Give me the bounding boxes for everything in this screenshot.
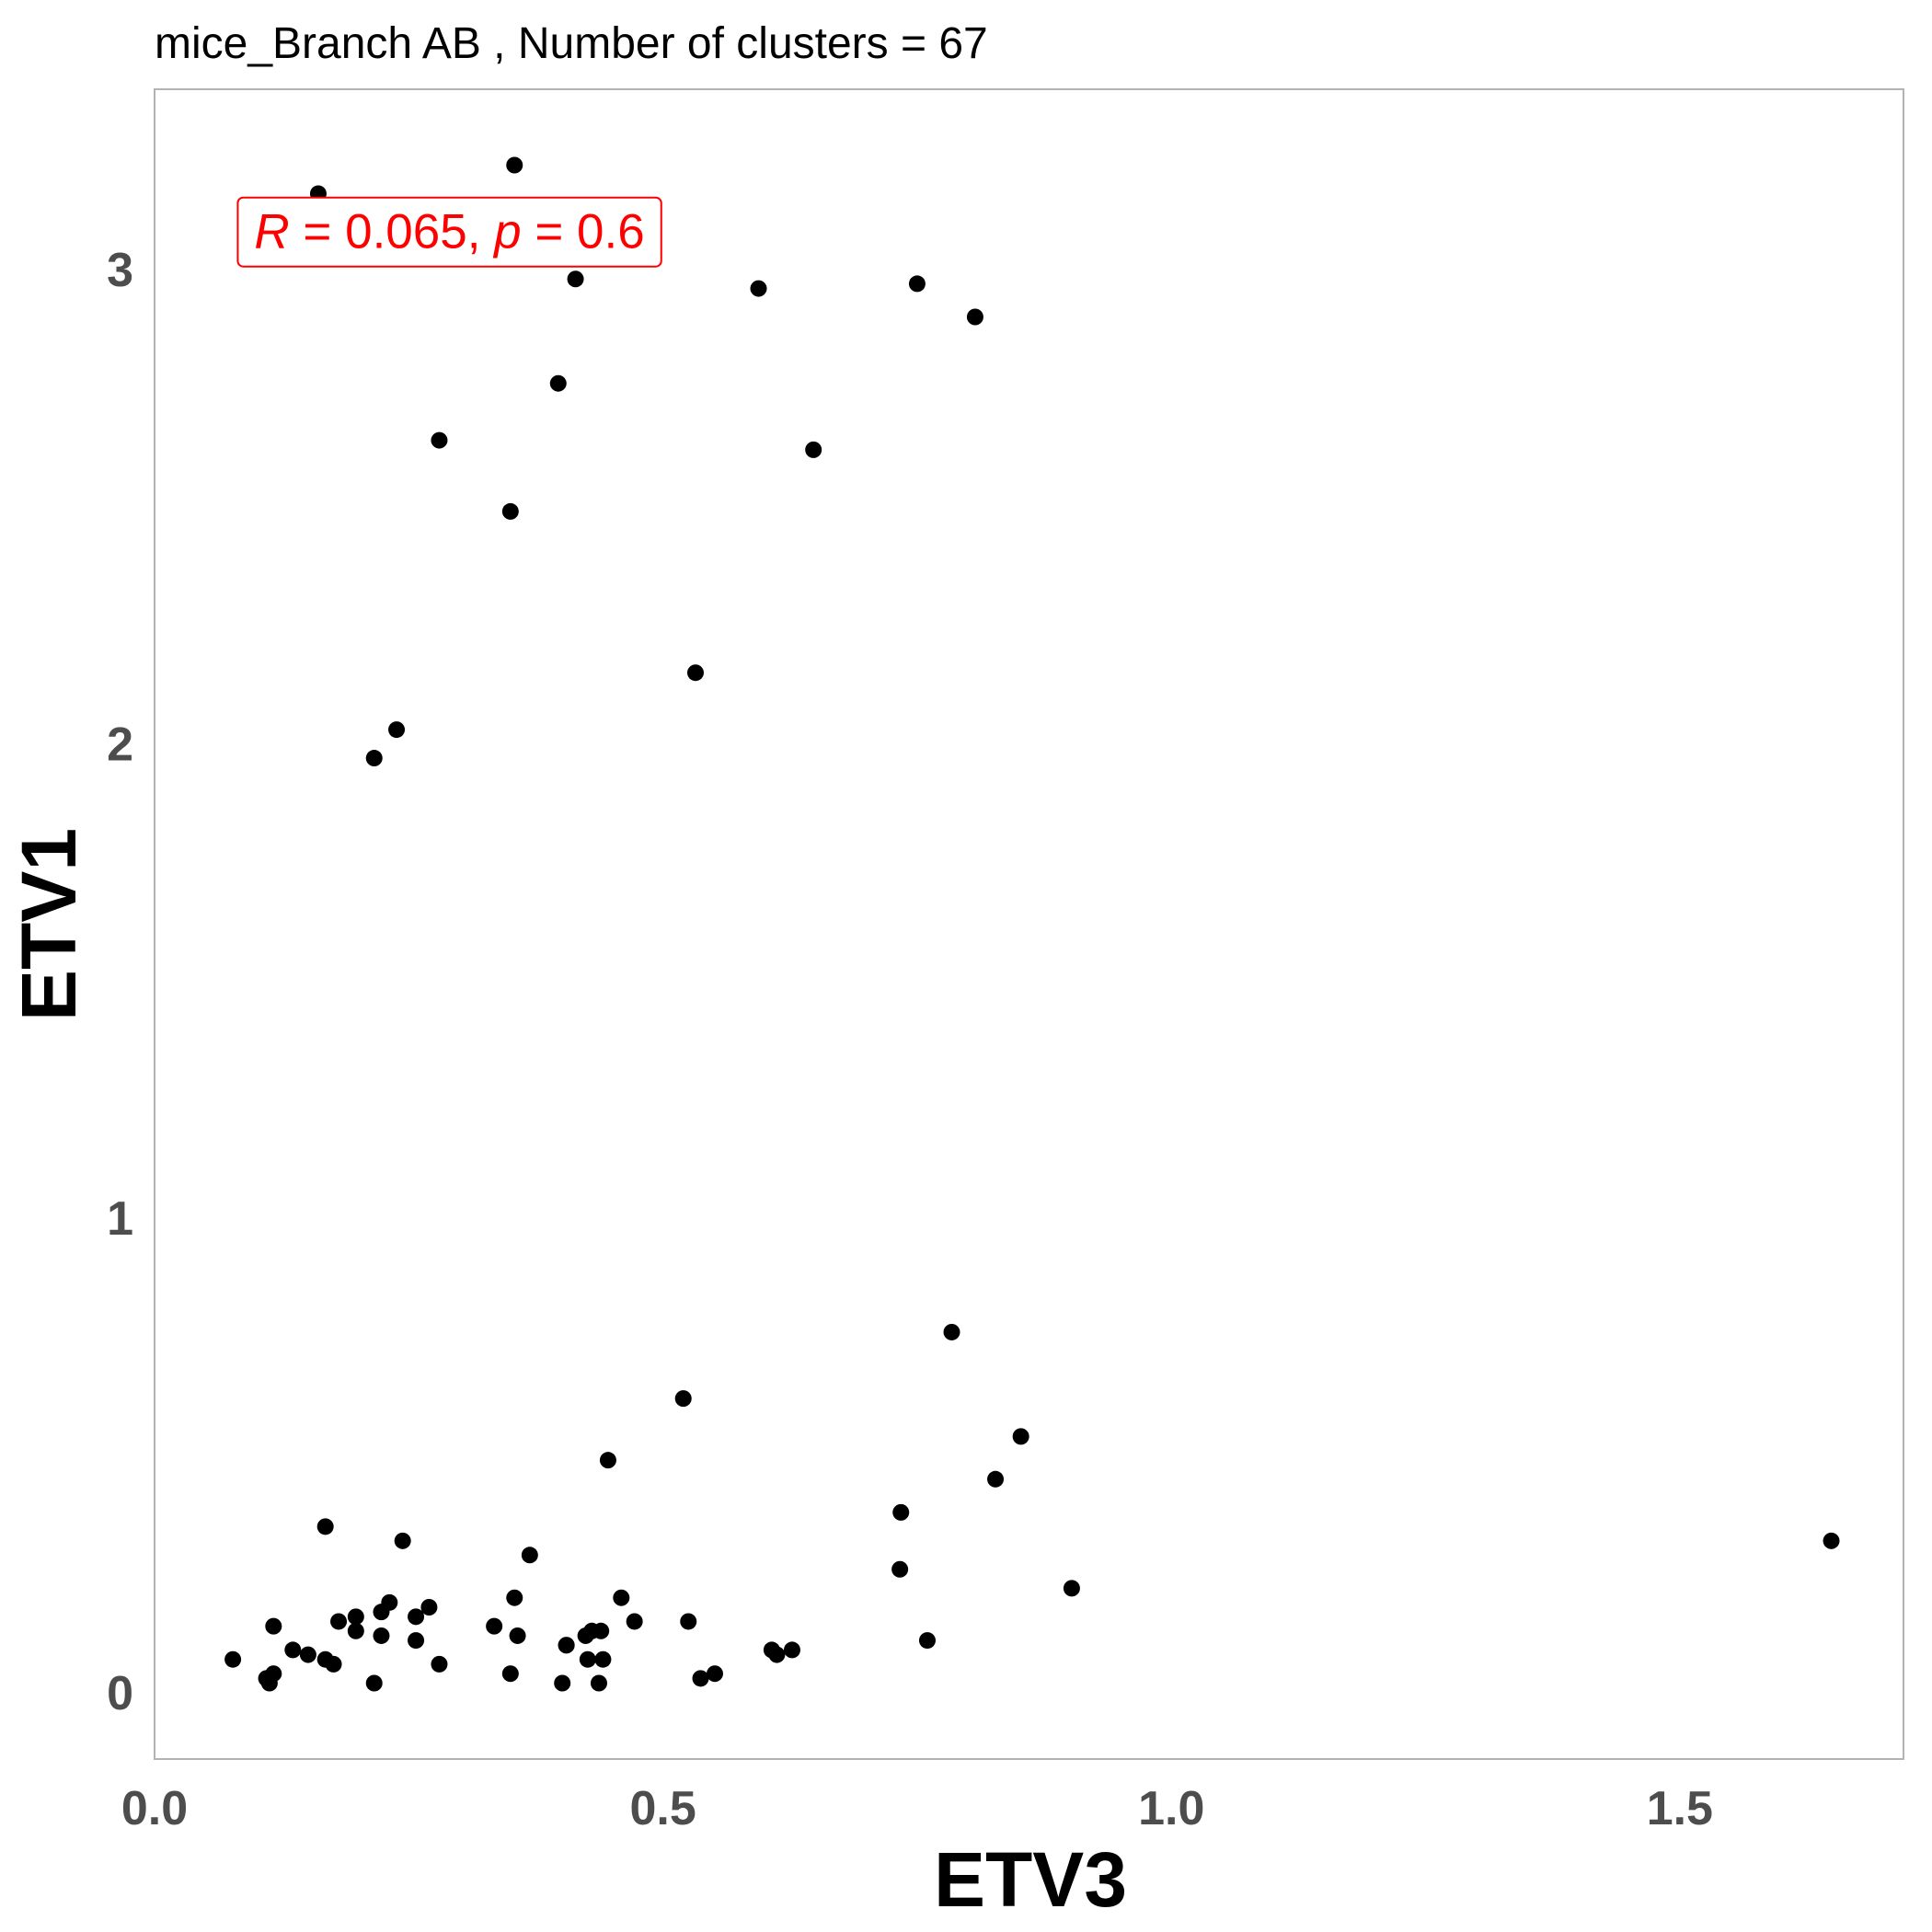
data-point <box>1012 1428 1029 1445</box>
data-point <box>686 664 704 682</box>
data-point <box>1063 1580 1080 1597</box>
data-point <box>594 1650 612 1668</box>
data-point <box>388 721 406 739</box>
data-point <box>373 1627 390 1644</box>
data-point <box>486 1617 503 1635</box>
data-point <box>579 1650 596 1668</box>
data-point <box>626 1613 643 1630</box>
data-point <box>299 1646 316 1663</box>
data-point <box>966 308 983 326</box>
plot-panel <box>154 88 1904 1760</box>
data-point <box>892 1503 910 1521</box>
y-tick-label: 1 <box>107 1192 133 1246</box>
chart-title: mice_Branch AB , Number of clusters = 67 <box>155 19 988 68</box>
data-point <box>420 1599 438 1616</box>
data-point <box>592 1622 610 1639</box>
data-point <box>554 1674 571 1692</box>
data-point <box>599 1452 616 1469</box>
data-point <box>365 750 383 767</box>
r-value: = 0.065, <box>290 205 494 259</box>
data-point <box>750 280 767 297</box>
x-tick-label: 0.5 <box>629 1782 696 1835</box>
y-tick-label: 3 <box>107 244 133 297</box>
y-tick-label: 0 <box>107 1667 133 1720</box>
data-point <box>805 441 822 458</box>
p-value: = 0.6 <box>522 205 645 259</box>
data-point <box>224 1650 242 1668</box>
data-point <box>265 1617 282 1635</box>
data-point <box>373 1604 390 1621</box>
annotation-box <box>236 196 662 268</box>
data-point <box>577 1627 594 1644</box>
data-point <box>549 374 567 392</box>
data-point <box>347 1608 364 1626</box>
data-point <box>1823 1532 1840 1549</box>
data-point <box>394 1532 411 1549</box>
correlation-annotation: R = 0.065, p = 0.6 <box>236 196 662 268</box>
y-tick-label: 2 <box>107 719 133 772</box>
data-point <box>590 1674 607 1692</box>
data-point <box>506 1589 523 1606</box>
data-point <box>509 1627 526 1644</box>
data-point <box>258 1670 275 1687</box>
data-point <box>347 1622 364 1639</box>
data-point <box>706 1665 723 1683</box>
x-tick-label: 1.5 <box>1647 1782 1713 1835</box>
data-point <box>521 1547 538 1564</box>
data-point <box>330 1613 348 1630</box>
data-point <box>680 1613 697 1630</box>
data-points <box>224 156 1840 1692</box>
data-point <box>365 1674 383 1692</box>
data-point <box>501 1665 519 1683</box>
data-point <box>325 1655 342 1673</box>
data-point <box>431 431 448 449</box>
data-point <box>918 1632 936 1650</box>
data-point <box>987 1470 1005 1488</box>
data-point <box>674 1390 692 1408</box>
data-point <box>501 502 519 520</box>
y-axis-title: ETV1 <box>6 828 92 1021</box>
x-tick-label: 0.0 <box>121 1782 188 1835</box>
p-symbol: p <box>492 205 521 259</box>
data-point <box>943 1323 960 1340</box>
data-point <box>768 1646 786 1663</box>
data-point <box>506 156 523 174</box>
r-symbol: R <box>254 205 289 259</box>
data-point <box>431 1655 448 1673</box>
x-axis-ticks: 0.0 0.5 1.0 1.5 <box>121 1782 1713 1835</box>
x-tick-label: 1.0 <box>1138 1782 1204 1835</box>
data-point <box>316 1518 334 1535</box>
data-point <box>567 270 584 288</box>
data-point <box>284 1641 302 1659</box>
data-point <box>692 1670 709 1687</box>
x-axis-title: ETV3 <box>934 1836 1127 1923</box>
annotation-text: R = 0.065, p = 0.6 <box>254 205 644 259</box>
data-point <box>908 275 926 293</box>
data-point <box>408 1608 425 1626</box>
data-point <box>558 1637 575 1654</box>
y-axis-ticks: 0 1 2 3 <box>107 244 133 1720</box>
data-point <box>408 1632 425 1650</box>
data-point <box>783 1641 800 1659</box>
data-point <box>891 1560 909 1578</box>
data-point <box>613 1589 630 1606</box>
